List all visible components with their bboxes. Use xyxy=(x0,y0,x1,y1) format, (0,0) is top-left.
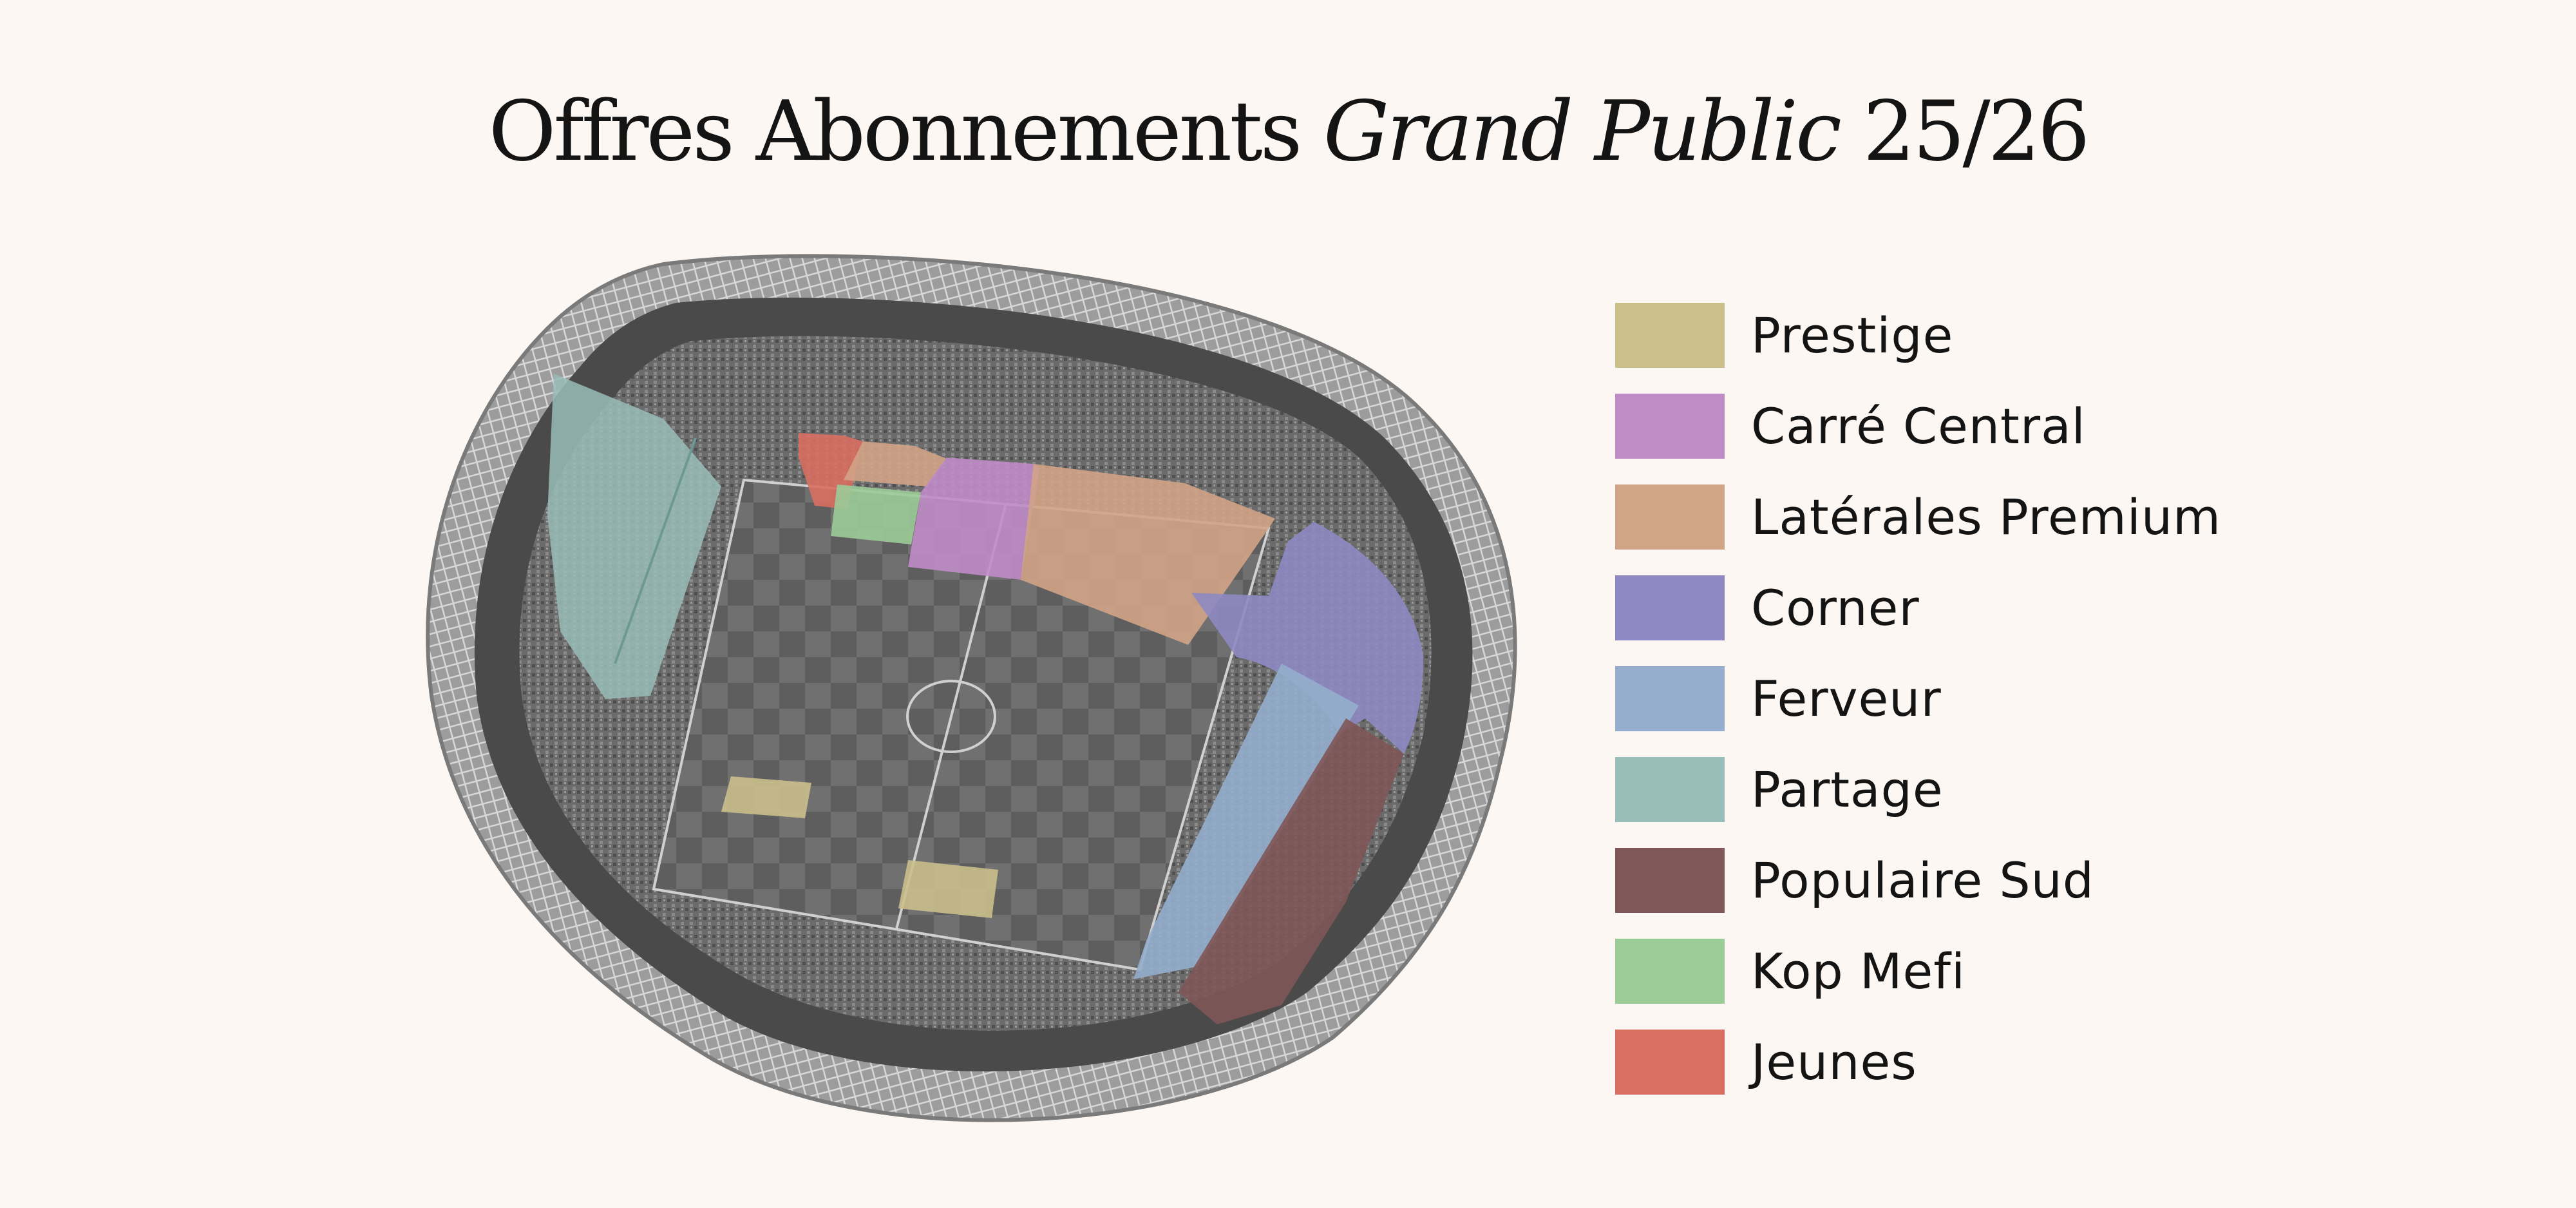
legend-swatch xyxy=(1615,939,1725,1004)
zone-ferveur xyxy=(1133,664,1359,979)
legend-swatch xyxy=(1615,394,1725,459)
legend-label: Ferveur xyxy=(1751,670,1942,727)
legend-label: Kop Mefi xyxy=(1751,943,1966,1000)
title-part-3: 25/26 xyxy=(1862,84,2090,180)
legend-swatch xyxy=(1615,484,1725,550)
legend-label: Partage xyxy=(1751,761,1944,818)
legend-swatch xyxy=(1615,303,1725,368)
legend-label: Prestige xyxy=(1751,307,1954,364)
legend-item-populaire-sud: Populaire Sud xyxy=(1615,848,2259,913)
legend-swatch xyxy=(1615,1030,1725,1095)
zone-corner xyxy=(1269,522,1423,754)
legend-label: Jeunes xyxy=(1751,1033,1917,1091)
zone-carre-central xyxy=(908,457,1040,580)
legend-swatch xyxy=(1615,757,1725,822)
stadium-map xyxy=(426,254,1517,1122)
zone-prestige-b xyxy=(898,860,998,918)
legend-item-prestige: Prestige xyxy=(1615,303,2259,368)
legend-swatch xyxy=(1615,666,1725,731)
legend-item-ferveur: Ferveur xyxy=(1615,666,2259,731)
zone-kop-mefi xyxy=(831,484,921,544)
legend-label: Latérales Premium xyxy=(1751,488,2222,546)
legend: Prestige Carré Central Latérales Premium… xyxy=(1615,303,2259,1120)
zone-populaire-sud xyxy=(1179,718,1404,1024)
legend-item-jeunes: Jeunes xyxy=(1615,1030,2259,1095)
legend-label: Carré Central xyxy=(1751,398,2086,455)
title-part-1: Offres Abonnements xyxy=(488,84,1303,180)
page-title: Offres Abonnements Grand Public 25/26 xyxy=(0,84,2576,180)
legend-label: Populaire Sud xyxy=(1751,852,2094,909)
title-part-2: Grand Public xyxy=(1323,84,1842,180)
legend-item-laterales-premium: Latérales Premium xyxy=(1615,484,2259,550)
legend-label: Corner xyxy=(1751,579,1920,637)
legend-item-corner: Corner xyxy=(1615,575,2259,640)
zone-laterales-premium-a xyxy=(844,441,947,486)
legend-item-kop-mefi: Kop Mefi xyxy=(1615,939,2259,1004)
zone-partage xyxy=(547,374,721,699)
legend-item-carre-central: Carré Central xyxy=(1615,394,2259,459)
legend-item-partage: Partage xyxy=(1615,757,2259,822)
legend-swatch xyxy=(1615,848,1725,913)
zone-prestige-a xyxy=(721,776,811,818)
legend-swatch xyxy=(1615,575,1725,640)
